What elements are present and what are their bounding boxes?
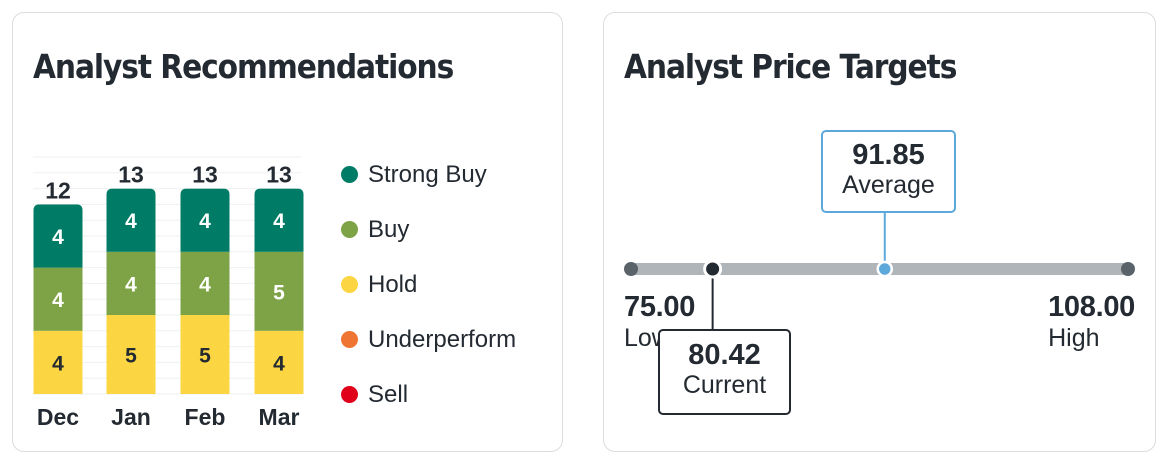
- legend-item-sell: Sell: [341, 367, 516, 422]
- bar-segment-buy: [254, 251, 304, 331]
- bar-segment-value-label: 4: [52, 289, 64, 312]
- bar-total-label: 13: [118, 162, 144, 188]
- high-target-marker: [1121, 262, 1135, 276]
- recommendations-bar-chart: 4 4 4 12 Dec 5 4 4 13 Jan 5 4 4 13 Feb 4 5 4 13 Mar: [33, 156, 304, 430]
- current-price-tooltip: 80.42 Current: [658, 329, 791, 415]
- analyst-recommendations-card: Analyst Recommendations 4 4 4 12 Dec 5 4 4 13 Jan…: [12, 12, 563, 452]
- x-axis-label-feb: Feb: [185, 404, 226, 430]
- bar-segment-strong-buy: [106, 188, 156, 252]
- bar-segment-hold: [106, 315, 156, 394]
- price-targets-title: Analyst Price Targets: [624, 47, 957, 86]
- bar-segment-value-label: 4: [199, 273, 211, 296]
- bar-segment-value-label: 5: [125, 345, 137, 368]
- bar-segment-value-label: 4: [125, 273, 137, 296]
- bar-jan: [106, 188, 156, 394]
- recommendations-legend: Strong Buy Buy Hold Underperform Sell: [341, 147, 516, 422]
- legend-swatch: [341, 166, 358, 183]
- recommendations-title: Analyst Recommendations: [33, 47, 454, 86]
- bar-segment-value-label: 5: [199, 345, 211, 368]
- bar-segment-hold: [254, 330, 304, 394]
- high-target-value: 108.00: [1048, 291, 1135, 323]
- bar-total-label: 12: [45, 177, 71, 203]
- current-price-label: Current: [682, 371, 767, 399]
- average-target-marker: [876, 260, 894, 278]
- bar-segment-value-label: 4: [52, 352, 64, 375]
- bar-segment-strong-buy: [33, 204, 83, 268]
- current-price-marker: [703, 259, 723, 279]
- legend-item-strong-buy: Strong Buy: [341, 147, 516, 202]
- high-target: 108.00 High: [1048, 291, 1135, 353]
- bar-segment-buy: [33, 267, 83, 331]
- bar-segment-value-label: 4: [52, 226, 64, 249]
- bar-segment-value-label: 4: [273, 352, 285, 375]
- bar-total-label: 13: [266, 162, 292, 188]
- x-axis-label-jan: Jan: [111, 404, 151, 430]
- bar-segment-value-label: 4: [199, 210, 211, 233]
- bar-dec: [33, 204, 83, 394]
- bar-total-label: 13: [192, 162, 218, 188]
- bar-segment-buy: [180, 251, 230, 315]
- legend-swatch: [341, 386, 358, 403]
- legend-label: Strong Buy: [368, 160, 487, 188]
- bar-feb: [180, 188, 230, 394]
- bar-segment-strong-buy: [180, 188, 230, 252]
- current-price-value: 80.42: [688, 339, 761, 371]
- x-axis-label-dec: Dec: [37, 404, 79, 430]
- bar-mar: [254, 188, 304, 394]
- legend-item-underperform: Underperform: [341, 312, 516, 367]
- low-target-value: 75.00: [624, 291, 696, 323]
- bar-segment-value-label: 5: [273, 281, 285, 304]
- legend-label: Underperform: [368, 325, 517, 353]
- legend-label: Hold: [368, 270, 418, 298]
- legend-item-hold: Hold: [341, 257, 516, 312]
- x-axis-label-mar: Mar: [259, 404, 300, 430]
- legend-label: Sell: [368, 380, 409, 408]
- price-target-range-chart: [624, 201, 1135, 331]
- bar-segment-value-label: 4: [273, 210, 285, 233]
- bar-segment-hold: [180, 315, 230, 394]
- bar-segment-value-label: 4: [125, 210, 137, 233]
- analyst-price-targets-card: Analyst Price Targets 75.00 Low 108.00 H…: [603, 12, 1156, 452]
- high-target-label: High: [1048, 324, 1100, 352]
- legend-swatch: [341, 221, 358, 238]
- legend-swatch: [341, 276, 358, 293]
- bar-segment-strong-buy: [254, 188, 304, 252]
- legend-label: Buy: [368, 215, 410, 243]
- bar-segment-hold: [33, 330, 83, 394]
- bar-segment-buy: [106, 251, 156, 315]
- legend-swatch: [341, 331, 358, 348]
- average-target-value: 91.85: [852, 139, 925, 171]
- low-target-marker: [624, 262, 638, 276]
- average-target-tooltip: 91.85 Average: [821, 130, 956, 213]
- legend-item-buy: Buy: [341, 202, 516, 257]
- average-target-label: Average: [842, 171, 935, 199]
